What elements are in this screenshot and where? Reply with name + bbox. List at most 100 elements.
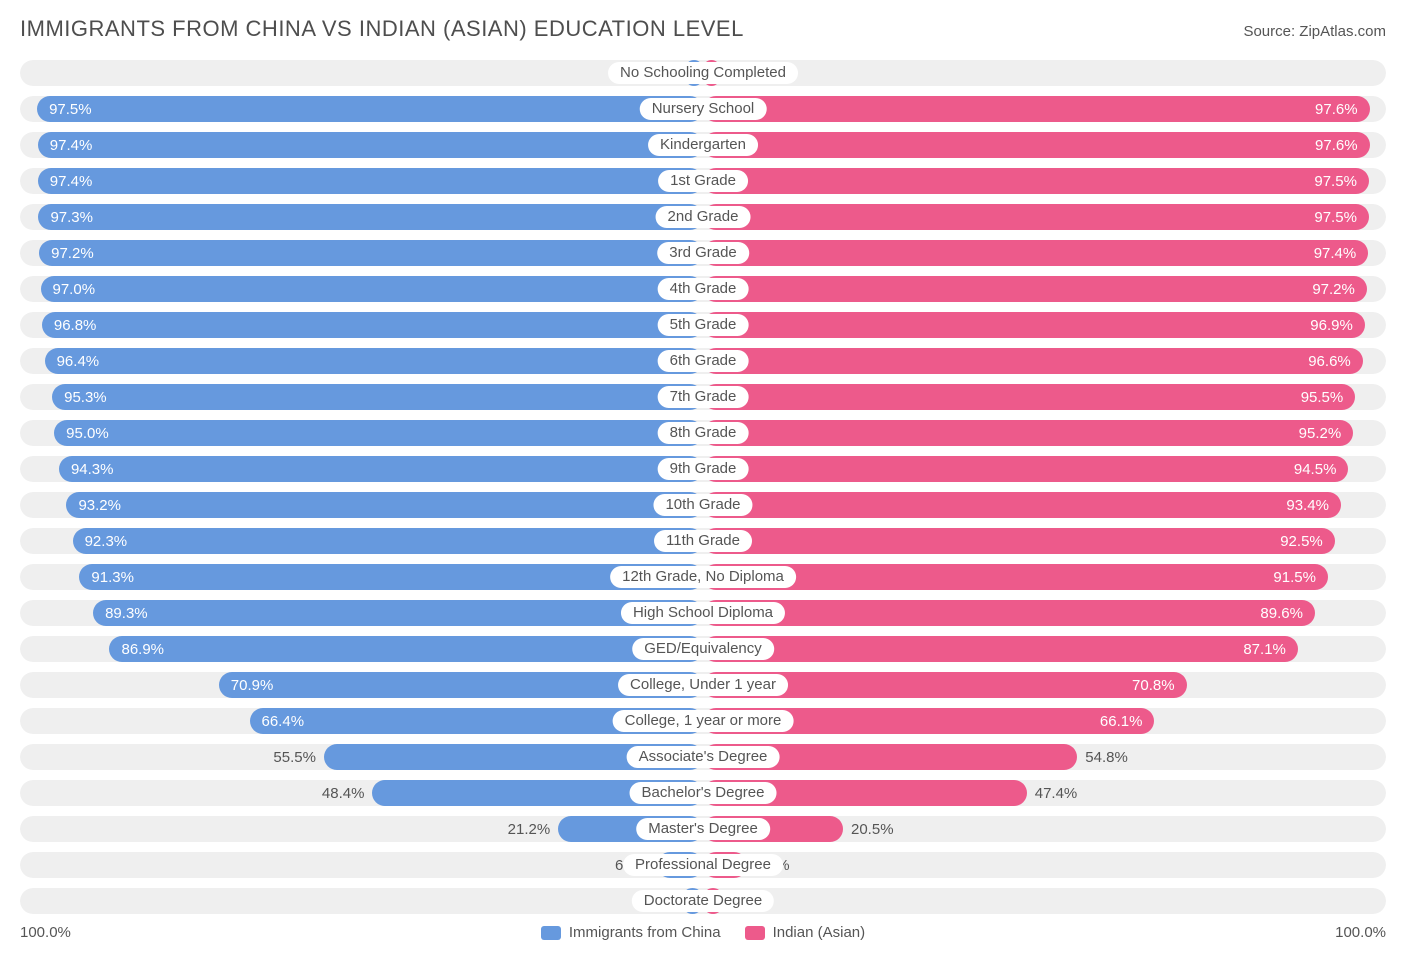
bar-right	[703, 636, 1298, 662]
category-label: Doctorate Degree	[632, 890, 774, 912]
row-right-half: 97.5%	[703, 204, 1386, 230]
chart-row: 97.0% 97.2% 4th Grade	[20, 276, 1386, 302]
row-right-half: 92.5%	[703, 528, 1386, 554]
legend-row: 100.0% Immigrants from China Indian (Asi…	[20, 924, 1386, 941]
row-left-half: 97.3%	[20, 204, 703, 230]
row-left-half: 55.5%	[20, 744, 703, 770]
value-label-right: 96.9%	[1310, 312, 1353, 338]
bar-left	[52, 384, 703, 410]
chart-row: 96.8%96.9%5th Grade	[20, 312, 1386, 338]
value-label-right: 95.5%	[1301, 384, 1344, 410]
row-left-half: 86.9%	[20, 636, 703, 662]
bar-right	[703, 348, 1363, 374]
bar-left	[38, 204, 703, 230]
chart-row: 92.3%92.5%11th Grade	[20, 528, 1386, 554]
bar-right	[703, 240, 1368, 266]
row-right-half: 2.9%	[703, 888, 1386, 914]
row-left-half: 6.7%	[20, 852, 703, 878]
category-label: College, Under 1 year	[618, 674, 788, 696]
row-left-half: 92.3%	[20, 528, 703, 554]
bar-right	[703, 456, 1348, 482]
category-label: 2nd Grade	[656, 206, 751, 228]
category-label: Associate's Degree	[627, 746, 780, 768]
category-label: 8th Grade	[658, 422, 749, 444]
row-left-half: 3.1%	[20, 888, 703, 914]
chart-row: 86.9%87.1%GED/Equivalency	[20, 636, 1386, 662]
value-label-right: 70.8%	[1132, 672, 1175, 698]
row-right-half: 97.4%	[703, 240, 1386, 266]
category-label: 1st Grade	[658, 170, 748, 192]
row-left-half: 89.3%	[20, 600, 703, 626]
row-right-half: 94.5%	[703, 456, 1386, 482]
bar-left	[41, 276, 704, 302]
header-row: IMMIGRANTS FROM CHINA VS INDIAN (ASIAN) …	[20, 16, 1386, 42]
row-left-half: 97.4%	[20, 168, 703, 194]
chart-row: 95.3%95.5%7th Grade	[20, 384, 1386, 410]
value-label-left: 48.4%	[322, 780, 365, 806]
row-right-half: 96.9%	[703, 312, 1386, 338]
row-left-half: 95.0%	[20, 420, 703, 446]
bar-left	[45, 348, 703, 374]
chart-rows: 2.6%2.5%No Schooling Completed97.5%97.6%…	[20, 60, 1386, 914]
row-right-half: 89.6%	[703, 600, 1386, 626]
category-label: 10th Grade	[653, 494, 752, 516]
chart-row: 3.1%2.9%Doctorate Degree	[20, 888, 1386, 914]
category-label: Kindergarten	[648, 134, 758, 156]
value-label-right: 97.4%	[1314, 240, 1357, 266]
row-left-half: 70.9%	[20, 672, 703, 698]
value-label-left: 95.3%	[64, 384, 107, 410]
category-label: 4th Grade	[658, 278, 749, 300]
chart-title: IMMIGRANTS FROM CHINA VS INDIAN (ASIAN) …	[20, 16, 744, 42]
category-label: GED/Equivalency	[632, 638, 774, 660]
row-left-half: 93.2%	[20, 492, 703, 518]
row-left-half: 96.4%	[20, 348, 703, 374]
chart-row: 97.4% 97.5% 1st Grade	[20, 168, 1386, 194]
legend-center: Immigrants from China Indian (Asian)	[80, 924, 1326, 941]
row-left-half: 97.2%	[20, 240, 703, 266]
value-label-left: 97.4%	[50, 132, 93, 158]
value-label-right: 54.8%	[1085, 744, 1128, 770]
value-label-right: 94.5%	[1294, 456, 1337, 482]
value-label-left: 93.2%	[78, 492, 121, 518]
row-left-half: 95.3%	[20, 384, 703, 410]
value-label-right: 97.2%	[1312, 276, 1355, 302]
value-label-right: 47.4%	[1035, 780, 1078, 806]
value-label-right: 20.5%	[851, 816, 894, 842]
bar-right	[703, 528, 1335, 554]
chart-row: 96.4%96.6%6th Grade	[20, 348, 1386, 374]
row-right-half: 47.4%	[703, 780, 1386, 806]
bar-right	[703, 204, 1369, 230]
value-label-left: 86.9%	[121, 636, 164, 662]
axis-left-label: 100.0%	[20, 924, 80, 941]
bar-right	[703, 168, 1369, 194]
bar-left	[38, 132, 703, 158]
value-label-right: 91.5%	[1273, 564, 1316, 590]
value-label-left: 96.8%	[54, 312, 97, 338]
bar-left	[37, 96, 703, 122]
bar-right	[703, 420, 1353, 446]
value-label-right: 97.5%	[1314, 168, 1357, 194]
category-label: Bachelor's Degree	[630, 782, 777, 804]
bar-left	[93, 600, 703, 626]
bar-right	[703, 312, 1365, 338]
row-right-half: 6.5%	[703, 852, 1386, 878]
category-label: No Schooling Completed	[608, 62, 798, 84]
value-label-left: 97.2%	[51, 240, 94, 266]
bar-right	[703, 564, 1328, 590]
chart-row: 91.3%91.5%12th Grade, No Diploma	[20, 564, 1386, 590]
value-label-left: 97.0%	[53, 276, 96, 302]
legend-item-right: Indian (Asian)	[745, 924, 866, 941]
value-label-right: 96.6%	[1308, 348, 1351, 374]
row-right-half: 97.2%	[703, 276, 1386, 302]
bar-left	[66, 492, 703, 518]
chart-row: 2.6%2.5%No Schooling Completed	[20, 60, 1386, 86]
bar-left	[109, 636, 703, 662]
bar-right	[703, 276, 1367, 302]
chart-row: 48.4% 47.4% Bachelor's Degree	[20, 780, 1386, 806]
category-label: College, 1 year or more	[613, 710, 794, 732]
value-label-right: 93.4%	[1286, 492, 1329, 518]
category-label: Professional Degree	[623, 854, 783, 876]
chart-row: 97.3%97.5%2nd Grade	[20, 204, 1386, 230]
category-label: High School Diploma	[621, 602, 785, 624]
row-right-half: 91.5%	[703, 564, 1386, 590]
